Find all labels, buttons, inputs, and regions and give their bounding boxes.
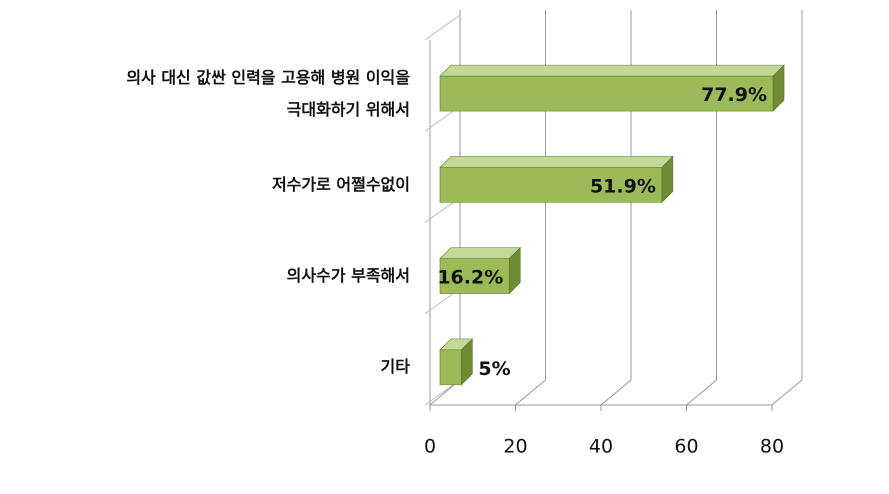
value-label: 16.2% — [437, 267, 503, 289]
x-tick-label: 20 — [503, 436, 527, 458]
bar — [439, 155, 674, 204]
grid-line — [515, 10, 546, 406]
category-label: 의사 대신 값싼 인력을 고용해 병원 이익을 극대화하기 위해서 — [126, 67, 410, 119]
value-label: 77.9% — [701, 84, 767, 106]
category-label: 의사수가 부족해서 — [286, 266, 410, 286]
bar-front — [439, 349, 462, 386]
grid-line — [771, 10, 803, 406]
bar — [439, 246, 521, 295]
grid-line — [686, 10, 717, 406]
wall-divider — [424, 14, 461, 41]
x-tick-label: 40 — [589, 436, 613, 458]
grid-line — [600, 10, 632, 406]
value-label: 5% — [478, 358, 510, 380]
x-tick-label: 80 — [760, 436, 784, 458]
value-label: 51.9% — [590, 175, 656, 197]
bar — [439, 338, 474, 386]
bar-front — [439, 167, 663, 203]
bar-top — [439, 156, 674, 168]
bar-front — [439, 258, 510, 294]
bar — [439, 64, 785, 112]
category-label: 저수가로 어쩔수없이 — [271, 174, 410, 194]
x-tick-label: 0 — [424, 436, 436, 458]
bar-front — [439, 75, 774, 112]
x-tick-label: 60 — [674, 436, 698, 458]
bar-top — [439, 247, 521, 259]
category-label: 기타 — [380, 357, 410, 377]
bar-top — [439, 64, 785, 77]
